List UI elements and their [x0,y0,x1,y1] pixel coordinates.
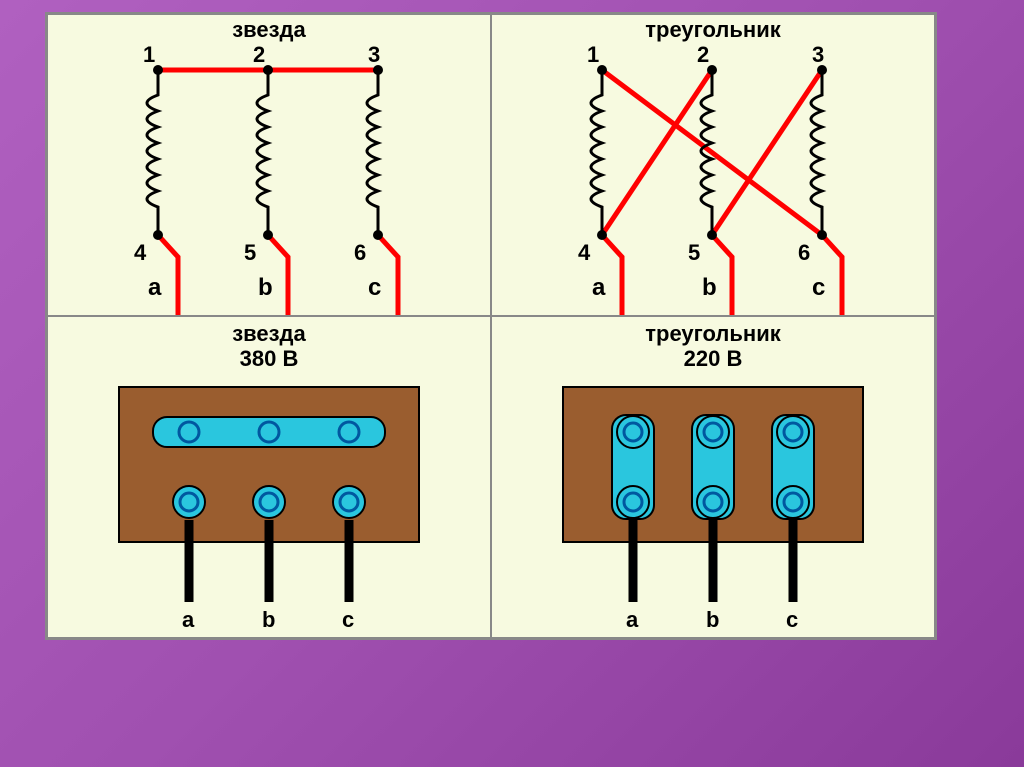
ph-a: a [148,274,162,301]
lbl-5: 5 [244,240,256,265]
coil-3 [367,70,378,235]
coil-1 [591,70,602,235]
star-circuit-cell: звезда [47,14,491,316]
bottom-row: звезда 380 В [47,316,935,638]
coil-3 [811,70,822,235]
phase-labels: a b c [626,607,798,632]
ph-c: c [368,274,381,301]
lbl-1: 1 [143,42,155,67]
phase-labels: a b c [148,274,381,301]
star-sub: звезда 380 В [48,321,490,372]
ph-c: c [812,274,825,301]
ph-a: a [592,274,606,301]
bot-screw-3 [333,486,365,518]
lbl-1: 1 [587,42,599,67]
star-title: звезда [48,17,490,43]
top-screw-1 [179,422,199,442]
star-sub-l1: звезда [232,321,306,346]
delta-terminal-cell: треугольник 220 В [491,316,935,638]
lbl-3: 3 [812,42,824,67]
coil-group [147,70,378,235]
bot-screw-2 [253,486,285,518]
lbl-2: 2 [697,42,709,67]
ph-c: c [786,607,798,632]
phase-labels: a b c [592,274,825,301]
lbl-6: 6 [798,240,810,265]
ph-b: b [262,607,275,632]
lbl-4: 4 [134,240,147,265]
coil-1 [147,70,158,235]
delta-sub-l1: треугольник [645,321,780,346]
bot-screw-1 [173,486,205,518]
top-screw-3 [339,422,359,442]
ph-a: a [182,607,195,632]
delta-circuit-cell: треугольник [491,14,935,316]
ph-c: c [342,607,354,632]
lbl-6: 6 [354,240,366,265]
lbl-2: 2 [253,42,265,67]
coil-2 [257,70,268,235]
lbl-3: 3 [368,42,380,67]
star-terminal-cell: звезда 380 В [47,316,491,638]
main-panel: звезда [45,12,937,640]
ph-a: a [626,607,639,632]
delta-circuit-svg: 1 2 3 4 5 6 a b c [492,15,934,315]
top-row: звезда [47,14,935,316]
phase-labels: a b c [182,607,354,632]
lbl-5: 5 [688,240,700,265]
star-circuit-svg: 1 2 3 4 5 6 a b c [48,15,490,315]
delta-sub-l2: 220 В [684,346,743,371]
star-sub-l2: 380 В [240,346,299,371]
delta-title: треугольник [492,17,934,43]
delta-sub: треугольник 220 В [492,321,934,372]
ph-b: b [706,607,719,632]
ph-b: b [258,274,273,301]
lbl-4: 4 [578,240,591,265]
top-screw-2 [259,422,279,442]
ph-b: b [702,274,717,301]
